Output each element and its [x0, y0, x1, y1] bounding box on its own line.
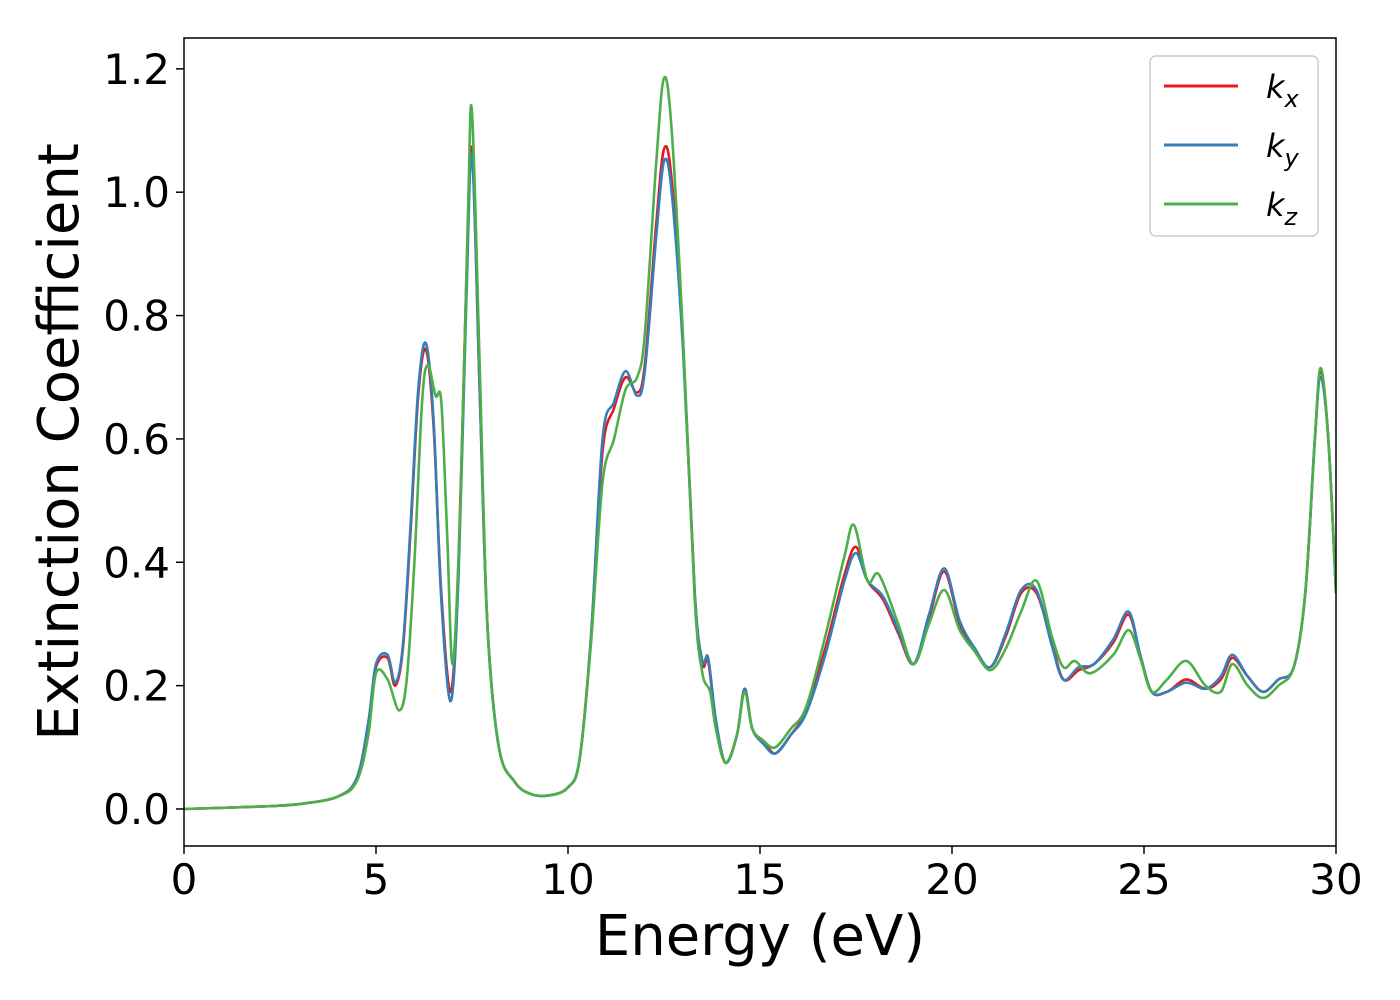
x-axis-ticks: 0 5 10 15 20 25 30 — [171, 846, 1363, 904]
y-axis-ticks: 0.0 0.2 0.4 0.6 0.8 1.0 1.2 — [103, 45, 184, 834]
x-tick-label: 25 — [1117, 855, 1170, 904]
legend-label-subscript: x — [1284, 85, 1300, 113]
x-axis-title: Energy (eV) — [595, 904, 925, 969]
y-tick-label: 1.2 — [103, 45, 170, 94]
series-layer — [184, 75, 1336, 811]
x-tick-label: 20 — [925, 855, 978, 904]
y-axis-title: Extinction Coefficient — [27, 143, 92, 741]
legend-label-kz: kz — [1266, 186, 1299, 231]
x-tick-label: 0 — [171, 855, 198, 904]
legend-label-base: k — [1266, 68, 1286, 106]
y-tick-label: 1.0 — [103, 168, 170, 217]
legend-label-subscript: y — [1284, 144, 1300, 172]
series-line-kx — [184, 144, 1336, 811]
legend-label-base: k — [1266, 127, 1286, 165]
y-tick-label: 0.8 — [103, 292, 170, 341]
y-tick-label: 0.4 — [103, 538, 170, 587]
y-tick-label: 0.0 — [103, 785, 170, 834]
legend-label-ky: ky — [1266, 127, 1300, 172]
legend-label-kx: kx — [1266, 68, 1300, 113]
x-tick-label: 30 — [1309, 855, 1362, 904]
x-tick-label: 5 — [363, 855, 390, 904]
x-tick-label: 15 — [733, 855, 786, 904]
legend-label-base: k — [1266, 186, 1286, 224]
legend-label-subscript: z — [1284, 203, 1299, 231]
series-line-kz — [184, 75, 1336, 811]
series-line-ky — [184, 152, 1336, 811]
x-tick-label: 10 — [541, 855, 594, 904]
y-tick-label: 0.6 — [103, 415, 170, 464]
y-tick-label: 0.2 — [103, 662, 170, 711]
